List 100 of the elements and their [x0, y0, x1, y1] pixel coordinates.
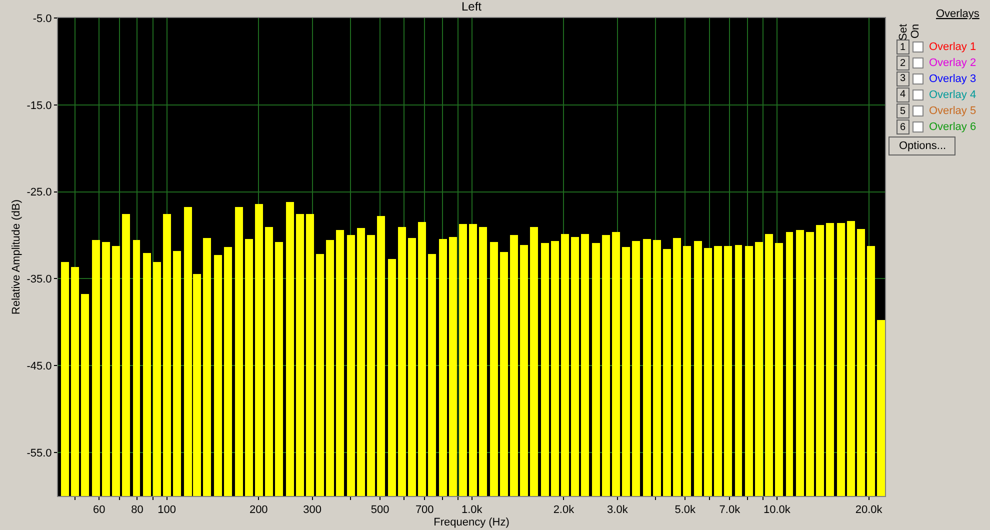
bar [286, 202, 294, 496]
x-tick-label: 100 [158, 504, 176, 516]
bar [653, 240, 661, 496]
bar [581, 234, 589, 496]
bar [500, 252, 508, 496]
bar [490, 242, 498, 496]
bar [775, 243, 783, 496]
x-axis-title: Frequency (Hz) [434, 516, 510, 528]
bar [724, 246, 732, 496]
bar [673, 238, 681, 496]
bar [275, 242, 283, 496]
bar [173, 251, 181, 496]
x-tick-label: 300 [303, 504, 322, 516]
bar [203, 238, 211, 496]
text: Overlay 6 [929, 121, 976, 133]
bar [133, 240, 140, 496]
bar [398, 227, 406, 496]
bar [530, 227, 538, 496]
bar [153, 262, 161, 496]
bar [326, 240, 334, 496]
bar [347, 235, 355, 496]
bar [377, 216, 385, 496]
x-tick-label: 20.0k [855, 504, 883, 516]
x-tick-label: 200 [249, 504, 268, 516]
bar [520, 245, 528, 496]
bar [163, 214, 171, 496]
bar [306, 214, 314, 496]
bar [622, 247, 630, 496]
bar [551, 241, 559, 496]
x-tick-label: 7.0k [719, 504, 741, 516]
bar [561, 234, 569, 496]
text: Overlay 2 [929, 57, 976, 69]
bar [102, 242, 110, 496]
text: 2 [900, 58, 906, 69]
y-tick-label: -5.0 [32, 12, 52, 25]
bar [857, 229, 865, 496]
bar [479, 227, 487, 496]
text: Overlay 1 [929, 41, 976, 53]
bar [408, 238, 416, 496]
x-tick-label: 700 [415, 504, 434, 516]
bar [439, 239, 447, 496]
y-tick-label: -35.0 [26, 274, 52, 286]
bar [296, 214, 304, 496]
bar [449, 237, 457, 496]
bar [428, 254, 436, 496]
bar [235, 207, 243, 496]
bar [245, 239, 253, 496]
text: Overlay 4 [929, 89, 976, 101]
x-tick-label: 10.0k [764, 504, 791, 516]
bar [826, 223, 834, 496]
text: 5 [900, 106, 906, 117]
y-tick-label: -45.0 [26, 360, 52, 372]
bar [867, 246, 875, 496]
bar [632, 241, 640, 496]
text: 3 [900, 73, 906, 84]
x-tick-label: 60 [92, 504, 106, 516]
bar [367, 235, 375, 496]
bar [877, 320, 885, 496]
y-tick-label: -25.0 [26, 186, 52, 199]
bar [510, 235, 518, 496]
bar [683, 246, 691, 496]
bar [316, 254, 324, 496]
x-tick-label: 2.0k [553, 504, 575, 516]
bar [81, 294, 89, 496]
text: 4 [900, 89, 906, 100]
bar [71, 267, 79, 496]
bar [704, 248, 712, 496]
text: Set [898, 24, 910, 40]
bar [592, 243, 600, 496]
bar [143, 253, 151, 496]
bar [745, 246, 753, 496]
bar [357, 228, 365, 496]
bar [663, 249, 671, 496]
bar [336, 230, 344, 496]
bar [643, 239, 651, 496]
bar [694, 241, 702, 496]
bar [735, 245, 742, 496]
x-tick-label: 1.0k [461, 504, 483, 516]
bar [612, 232, 620, 496]
chart-title: Left [461, 0, 482, 14]
bar [541, 243, 549, 496]
bar [255, 204, 263, 496]
x-tick-label: 3.0k [607, 504, 628, 516]
bar [418, 222, 426, 496]
text: Options... [899, 140, 946, 152]
bar [469, 224, 477, 496]
x-tick-label: 80 [131, 504, 144, 516]
bar [786, 232, 793, 496]
bar [714, 246, 722, 496]
x-tick-label: 5.0k [674, 504, 696, 516]
bar [755, 242, 763, 496]
bar [816, 225, 824, 496]
bar [112, 246, 120, 496]
bar [122, 214, 130, 496]
x-tick-label: 500 [370, 504, 390, 516]
text: Overlay 3 [929, 73, 976, 85]
text: 1 [900, 42, 906, 53]
bar [224, 247, 232, 496]
text: 6 [900, 122, 906, 133]
text: Overlay 5 [929, 105, 976, 117]
